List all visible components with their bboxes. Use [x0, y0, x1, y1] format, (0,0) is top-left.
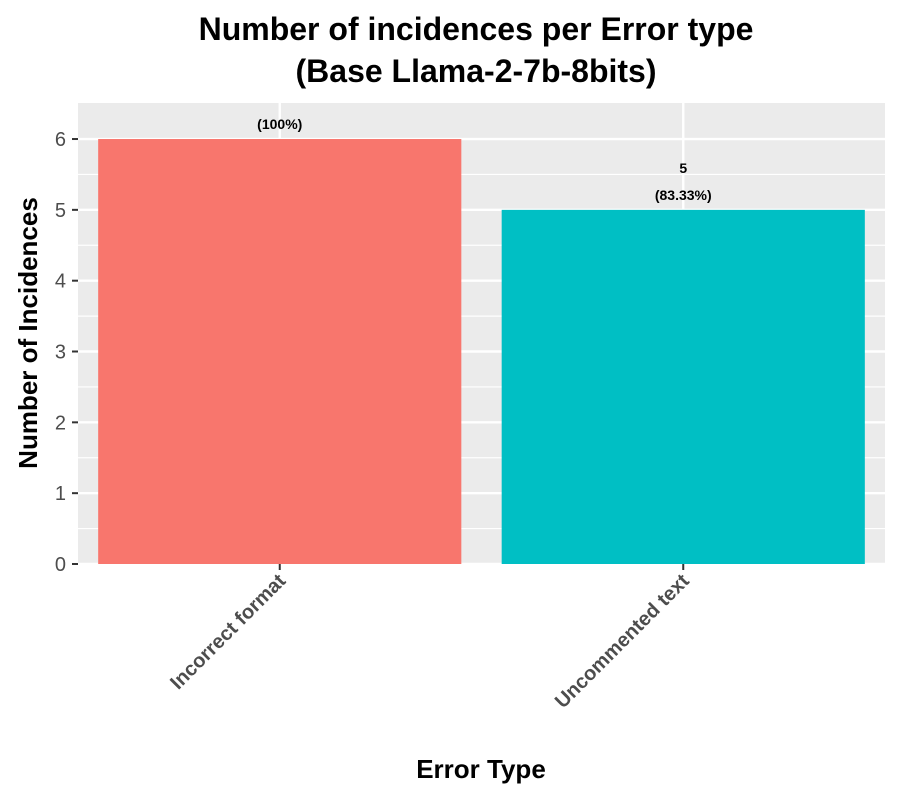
bar-count-label: 5 [679, 160, 687, 176]
y-tick-label: 4 [55, 271, 66, 293]
y-tick-label: 5 [55, 200, 66, 222]
bar-percent-label: (100%) [257, 116, 302, 132]
chart-title-line-2: (Base Llama-2-7b-8bits) [296, 53, 657, 89]
y-tick-label: 0 [55, 554, 66, 576]
x-tick-label: Incorrect format [166, 570, 290, 694]
y-tick-label: 6 [55, 129, 66, 151]
bar-percent-label: (83.33%) [655, 187, 712, 203]
y-axis: 0 1 2 3 4 5 6 [55, 129, 78, 576]
chart-title-line-1: Number of incidences per Error type [199, 11, 754, 47]
x-axis: Incorrect format Uncommented text [166, 564, 694, 713]
y-tick-label: 3 [55, 342, 66, 364]
bars [98, 139, 865, 564]
data-labels: (100%) (83.33%) 5 [257, 116, 711, 203]
x-tick-label: Uncommented text [551, 570, 694, 713]
bar [501, 209, 865, 564]
x-axis-title: Error Type [416, 754, 546, 784]
bar [98, 139, 462, 564]
y-axis-title: Number of Incidences [13, 197, 43, 469]
y-tick-label: 2 [55, 412, 66, 434]
y-tick-label: 1 [55, 483, 66, 505]
